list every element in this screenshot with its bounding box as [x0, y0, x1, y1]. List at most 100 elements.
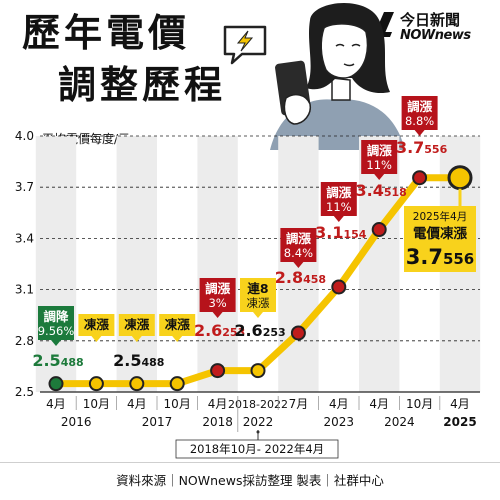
- data-point: [290, 325, 306, 341]
- brand-name-en: NOWnews: [400, 28, 471, 43]
- value-label: 2.6253: [234, 321, 285, 340]
- lightning-bolt-icon: [223, 25, 267, 65]
- callout-label: 凍漲: [118, 314, 155, 342]
- background-band: [35, 136, 77, 392]
- annotation-line1: 2025年4月: [413, 210, 467, 223]
- callout-line2: 8.8%: [405, 114, 434, 128]
- bracket-box: [175, 439, 339, 459]
- callout-label: 調漲3%: [199, 278, 236, 318]
- callout-line1: 調漲: [407, 99, 433, 114]
- callout-box: [401, 96, 438, 136]
- callout-box: [38, 306, 74, 346]
- callout-line2: 3%: [208, 296, 226, 310]
- callout-box: [78, 314, 115, 342]
- x-month-label: 10月: [164, 397, 191, 411]
- x-month-label: 4月: [208, 397, 228, 411]
- callout-line1: 凍漲: [84, 317, 110, 332]
- title-line1: 歷年電價: [22, 11, 191, 55]
- x-year-label: 2018: [202, 415, 233, 429]
- data-point: [88, 376, 104, 392]
- value-label: 2.5488: [113, 351, 164, 370]
- brand-logo-block: 今日新聞 NOWnews: [370, 8, 490, 48]
- value-label-minor: 556: [424, 143, 447, 156]
- value-label: 2.5488: [32, 351, 83, 370]
- value-label: 3.7556: [396, 138, 448, 157]
- callout-box: [199, 278, 236, 318]
- value-label: 3.1154: [315, 223, 367, 242]
- callout-line2: 8.4%: [284, 246, 313, 260]
- x-month-label: 4月: [46, 397, 66, 411]
- x-month-label: 2018-2022: [228, 398, 288, 411]
- x-year-label: 2016: [61, 415, 92, 429]
- callout-label: 調降9.56%: [38, 306, 74, 346]
- x-year-label: 2022: [243, 415, 274, 429]
- y-tick-label: 3.4: [15, 231, 34, 245]
- callout-line2: 11%: [366, 158, 392, 172]
- y-tick-label: 2.8: [15, 334, 34, 348]
- data-point: [169, 376, 185, 392]
- background-band: [116, 136, 157, 392]
- x-month-label: 7月: [289, 397, 309, 411]
- data-point: [412, 170, 428, 186]
- x-month-label: 10月: [406, 397, 433, 411]
- value-label: 2.6253: [194, 321, 245, 340]
- y-tick-label: 3.1: [15, 283, 34, 297]
- x-month-label: 4月: [127, 397, 147, 411]
- annotation-value-minor: 556: [443, 250, 474, 268]
- data-point: [371, 222, 387, 238]
- value-label-minor: 458: [303, 273, 326, 286]
- x-year-label: 2024: [384, 415, 415, 429]
- value-label-major: 2.8: [275, 268, 303, 287]
- y-tick-label: 2.5: [15, 385, 34, 399]
- callout-line1: 調漲: [205, 281, 231, 296]
- callout-box: [361, 140, 398, 180]
- value-label-major: 3.1: [315, 223, 343, 242]
- callout-box: [118, 314, 155, 342]
- x-month-label: 4月: [450, 397, 470, 411]
- brand-name-zh: 今日新聞: [400, 11, 461, 29]
- value-label-minor: 253: [222, 326, 245, 339]
- value-label-major: 2.5: [32, 351, 60, 370]
- y-tick-label: 3.7: [15, 180, 34, 194]
- value-label-major: 2.5: [113, 351, 141, 370]
- data-point: [331, 279, 347, 295]
- value-label-minor: 154: [343, 228, 366, 241]
- callout-label: 調漲8.8%: [401, 96, 438, 136]
- bracket-label: 2018年10月- 2022年4月: [190, 442, 324, 456]
- callout-line1: 調漲: [367, 143, 393, 158]
- callout-label: 凍漲: [159, 314, 196, 342]
- bracket-dot: [256, 430, 260, 434]
- annotation-value-major: 3.7: [406, 245, 443, 269]
- x-year-label: 2017: [142, 415, 173, 429]
- data-point: [210, 363, 226, 379]
- callout-line1: 凍漲: [124, 317, 150, 332]
- data-point: [447, 165, 473, 191]
- callout-line1: 調漲: [326, 185, 352, 200]
- callout-box: [240, 278, 276, 318]
- value-label-minor: 253: [263, 326, 286, 339]
- callout-label: 調漲8.4%: [280, 228, 317, 268]
- callout-line2: 11%: [326, 200, 352, 214]
- footer-source: 資料來源｜NOWnews採訪整理 製表｜社群中心: [116, 473, 384, 488]
- value-label: 3.4518: [356, 181, 407, 200]
- annotation-line2: 電價凍漲: [413, 225, 467, 242]
- x-year-label: 2025: [443, 415, 476, 429]
- data-point: [250, 363, 266, 379]
- annotation-line3: 3.7556: [406, 245, 475, 269]
- callout-label: 凍漲: [78, 314, 115, 342]
- x-month-label: 10月: [83, 397, 110, 411]
- value-label-major: 3.4: [356, 181, 384, 200]
- callout-line1: 調降: [43, 309, 69, 324]
- value-label-major: 3.7: [396, 138, 424, 157]
- annotation-box: [404, 206, 476, 272]
- callout-box: [320, 182, 357, 222]
- x-month-label: 4月: [329, 397, 349, 411]
- value-label-minor: 488: [61, 356, 84, 369]
- value-label-major: 2.6: [194, 321, 222, 340]
